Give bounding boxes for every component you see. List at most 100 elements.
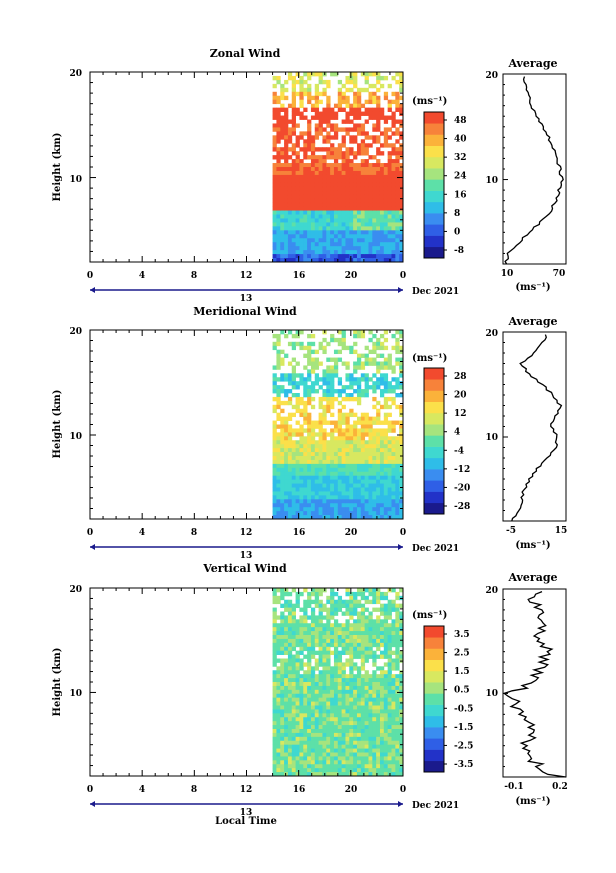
heatmap-cell [376, 701, 381, 706]
heatmap-cell [322, 238, 327, 243]
heatmap-cell [372, 756, 377, 761]
heatmap-cell [284, 658, 289, 663]
heatmap-cell [276, 432, 281, 437]
colorbar-tick-label: -1.5 [454, 723, 473, 733]
heatmap-cell [303, 345, 308, 351]
heatmap-cell [399, 511, 404, 516]
heatmap-cell [322, 250, 327, 255]
heatmap-cell [318, 471, 323, 477]
heatmap-cell [272, 389, 277, 394]
heatmap-cell [272, 420, 277, 425]
heatmap-cell [307, 222, 312, 227]
heatmap-cell [318, 603, 323, 608]
heatmap-cell [376, 646, 381, 652]
heatmap-cell [391, 111, 396, 116]
heatmap-cell [345, 440, 350, 445]
heatmap-cell [276, 682, 281, 687]
heatmap-cell [387, 206, 392, 211]
heatmap-cell [345, 151, 350, 156]
heatmap-cell [314, 254, 320, 259]
heatmap-cell [395, 194, 400, 200]
heatmap-cell [395, 385, 400, 390]
heatmap-cell [276, 246, 281, 251]
heatmap-cell [368, 436, 373, 441]
heatmap-cell [341, 218, 346, 223]
heatmap-cell [314, 456, 320, 461]
heatmap-cell [391, 448, 396, 453]
heatmap-cell [330, 178, 335, 184]
heatmap-cell [310, 756, 316, 761]
heatmap-cell [276, 725, 281, 730]
heatmap-cell [272, 697, 277, 702]
heatmap-cell [337, 642, 343, 648]
heatmap-cell [287, 642, 293, 648]
heatmap-cell [272, 471, 277, 477]
heatmap-cell [303, 198, 308, 204]
heatmap-cell [299, 615, 304, 620]
heatmap-cell [399, 499, 404, 504]
heatmap-cell [360, 603, 366, 608]
heatmap-cell [287, 607, 293, 612]
heatmap-cell [330, 155, 335, 160]
heatmap-cell [395, 377, 400, 382]
heatmap-cell [341, 143, 346, 148]
heatmap-cell [353, 685, 358, 691]
heatmap-cell [356, 194, 362, 200]
heatmap-cell [356, 459, 362, 465]
heatmap-cell [310, 674, 316, 679]
heatmap-cell [310, 483, 316, 488]
heatmap-cell [314, 444, 320, 449]
heatmap-cell [307, 483, 312, 488]
profile-y-tick: 20 [485, 586, 498, 596]
heatmap-cell [383, 471, 389, 477]
heatmap-cell [364, 623, 369, 628]
heatmap-cell [349, 111, 354, 116]
heatmap-cell [284, 591, 289, 597]
heatmap-cell [276, 436, 281, 441]
heatmap-cell [383, 595, 389, 601]
heatmap-cell [391, 143, 396, 148]
heatmap-cell [368, 642, 373, 648]
heatmap-cell [383, 373, 389, 378]
heatmap-cell [307, 182, 312, 188]
heatmap-cell [284, 662, 289, 667]
heatmap-cell [272, 670, 277, 675]
heatmap-cell [314, 631, 320, 636]
heatmap-cell [341, 717, 346, 722]
heatmap-cell [349, 627, 354, 632]
heatmap-cell [368, 463, 373, 469]
heatmap-cell [295, 440, 300, 445]
heatmap-cell [284, 393, 289, 398]
heatmap-cell [353, 444, 358, 449]
date-label: Dec 2021 [412, 544, 459, 554]
heatmap-cell [353, 725, 358, 730]
heatmap-cell [272, 345, 277, 351]
heatmap-cell [276, 139, 281, 144]
heatmap-cell [383, 764, 389, 769]
heatmap-cell [349, 756, 354, 761]
heatmap-cell [383, 330, 389, 335]
heatmap-cell [280, 736, 285, 742]
heatmap-cell [280, 206, 285, 211]
heatmap-cell [341, 436, 346, 441]
heatmap-cell [368, 744, 373, 749]
heatmap-cell [337, 503, 343, 508]
heatmap-cell [318, 174, 323, 180]
heatmap-cell [395, 658, 400, 663]
heatmap-cell [326, 511, 331, 516]
heatmap-cell [372, 693, 377, 699]
heatmap-cell [299, 674, 304, 679]
heatmap-cell [318, 404, 323, 410]
heatmap-cell [295, 642, 300, 648]
heatmap-cell [314, 123, 320, 128]
heatmap-cell [353, 91, 358, 97]
heatmap-cell [330, 365, 335, 370]
heatmap-cell [287, 206, 293, 211]
heatmap-cell [318, 377, 323, 382]
heatmap-cell [307, 250, 312, 255]
heatmap-cell [379, 507, 385, 512]
heatmap-cell [318, 115, 323, 120]
heatmap-cell [368, 170, 373, 176]
heatmap-cell [391, 748, 396, 753]
heatmap-cell [387, 174, 392, 180]
